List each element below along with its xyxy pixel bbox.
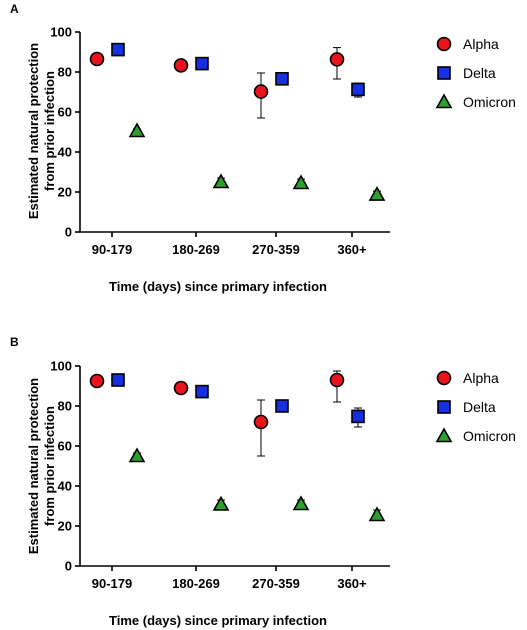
data-point-alpha [89, 373, 105, 389]
legend-label: Delta [463, 65, 496, 81]
series-delta [111, 373, 365, 428]
data-point-alpha [253, 84, 269, 99]
series-omicron [128, 447, 386, 522]
series-alpha [89, 47, 345, 119]
data-point-alpha [89, 51, 105, 67]
y-axis-title-line: Estimated natural protection [26, 378, 41, 554]
x-tick-label: 270-359 [252, 242, 300, 257]
x-tick-label: 90-179 [92, 576, 132, 591]
data-point-alpha [253, 414, 269, 430]
y-tick-label: 0 [65, 559, 72, 574]
legend-label: Alpha [463, 36, 499, 52]
legend-marker-omicron [435, 93, 453, 109]
y-tick-label: 60 [58, 105, 72, 120]
legend-label: Delta [463, 399, 496, 415]
data-point-omicron [128, 122, 146, 138]
x-tick-label: 90-179 [92, 242, 132, 257]
data-point-delta [351, 82, 365, 97]
y-tick-label: 80 [58, 65, 72, 80]
x-tick-label: 180-269 [172, 576, 220, 591]
series-omicron [128, 122, 386, 201]
chart-panel-b: B 0 20 40 60 80 100 90-179 180-269 270-359 360+ Tim… [10, 335, 516, 628]
legend-marker-delta [437, 400, 451, 414]
chart-panel-a: A 0 20 40 60 80 100 90-179 180-269 270-359 360+ Tim… [10, 2, 516, 294]
legend-label: Omicron [463, 94, 516, 110]
data-point-omicron [128, 447, 146, 463]
data-point-alpha [329, 52, 345, 67]
y-axis-title-line: from prior infection [42, 71, 57, 191]
x-tick-label: 180-269 [172, 242, 220, 257]
data-point-alpha [329, 372, 345, 388]
data-point-delta [195, 56, 209, 71]
x-axis-title: Time (days) since primary infection [109, 279, 327, 294]
data-point-omicron [292, 174, 310, 190]
legend: Alpha Delta Omicron [435, 370, 516, 444]
x-tick-label: 360+ [337, 242, 367, 257]
data-point-omicron [292, 495, 310, 511]
legend-marker-alpha [436, 36, 452, 52]
legend-label: Alpha [463, 370, 499, 386]
data-point-omicron [368, 506, 386, 522]
panel-letter: A [10, 2, 19, 16]
legend: Alpha Delta Omicron [435, 36, 516, 110]
x-tick-label: 270-359 [252, 576, 300, 591]
data-point-omicron [212, 495, 230, 511]
y-tick-label: 20 [58, 519, 72, 534]
y-tick-label: 0 [65, 225, 72, 240]
legend-marker-omicron [435, 427, 453, 443]
data-point-alpha [173, 380, 189, 396]
data-point-delta [275, 72, 289, 86]
x-axis-title: Time (days) since primary infection [109, 613, 327, 628]
x-tick-label: 360+ [337, 576, 367, 591]
y-tick-label: 40 [58, 479, 72, 494]
data-point-delta [111, 42, 125, 57]
y-axis-title-line: Estimated natural protection [26, 43, 41, 219]
y-axis-title: Estimated natural protectionfrom prior i… [26, 378, 57, 554]
legend-marker-delta [437, 66, 451, 80]
data-point-omicron [212, 173, 230, 189]
data-point-delta [275, 399, 289, 413]
y-tick-label: 100 [50, 359, 72, 374]
series-delta [111, 42, 365, 98]
panel-letter: B [10, 335, 19, 349]
series-alpha [89, 370, 345, 457]
legend-marker-alpha [436, 370, 452, 386]
data-point-delta [111, 373, 125, 387]
data-point-alpha [173, 58, 189, 73]
y-tick-label: 100 [50, 25, 72, 40]
legend-label: Omicron [463, 428, 516, 444]
y-tick-label: 40 [58, 145, 72, 160]
y-tick-label: 80 [58, 399, 72, 414]
data-point-delta [351, 409, 365, 424]
y-axis-title: Estimated natural protectionfrom prior i… [26, 43, 57, 219]
data-point-omicron [368, 185, 386, 201]
y-tick-label: 60 [58, 439, 72, 454]
y-axis-title-line: from prior infection [42, 406, 57, 526]
y-tick-label: 20 [58, 185, 72, 200]
data-point-delta [195, 384, 209, 399]
